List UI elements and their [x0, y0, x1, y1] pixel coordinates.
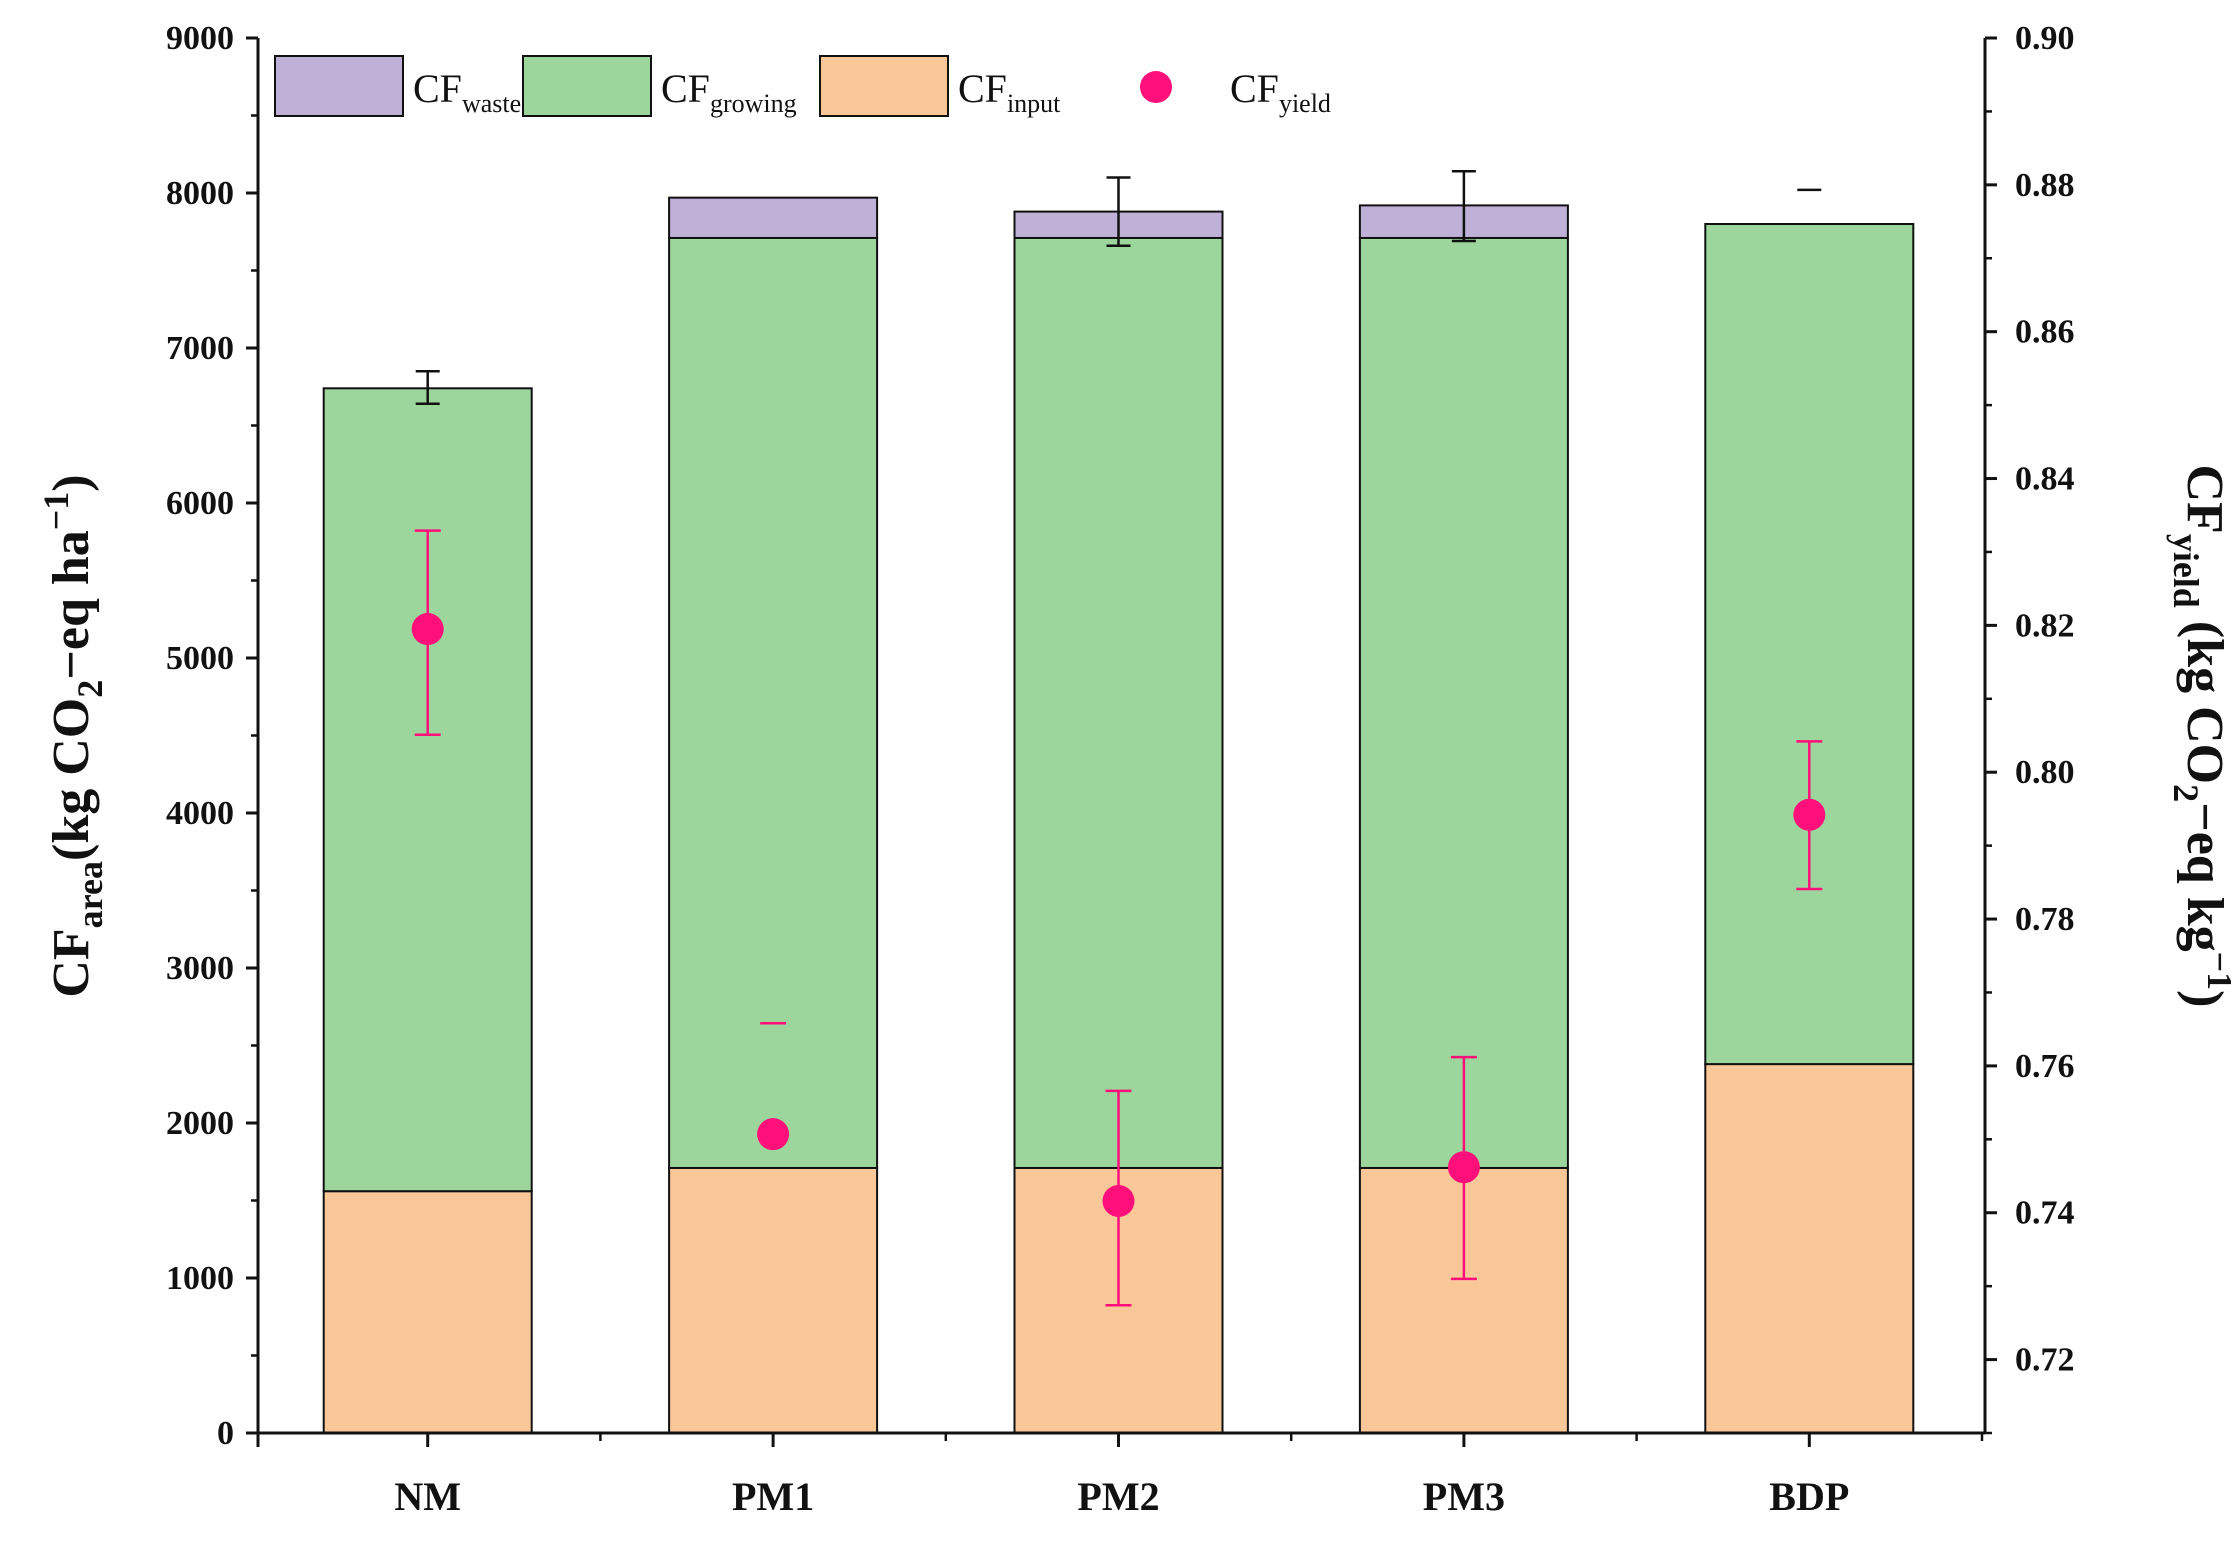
- left-tick-label: 4000: [166, 795, 234, 832]
- legend-label-cf-waste: CFwaste: [413, 66, 521, 118]
- category-label-nm: NM: [394, 1474, 461, 1519]
- right-axis-title-tail: −eq kg: [2176, 802, 2231, 952]
- right-axis-title-close: ): [2176, 990, 2231, 1007]
- plot-area: [322, 170, 1915, 1434]
- left-tick-label: 6000: [166, 485, 234, 522]
- right-tick-label: 0.84: [2015, 461, 2075, 498]
- right-axis-title-rest: (kg CO: [2176, 608, 2231, 784]
- bar-cf-input-nm: [322, 1190, 533, 1434]
- left-axis-title-sup: −1: [36, 492, 76, 531]
- yield-point-pm2: [1102, 1184, 1135, 1217]
- right-axis-title-main: CF: [2176, 465, 2231, 534]
- legend: CFwaste CFgrowing CFinput CFyield: [274, 55, 1331, 118]
- right-tick-label: 0.86: [2015, 314, 2075, 351]
- right-axis-title-sup: −1: [2200, 952, 2231, 991]
- right-tick-label: 0.74: [2015, 1195, 2075, 1232]
- bar-cf-growing-pm2: [1013, 236, 1224, 1169]
- right-tick-label: 0.72: [2015, 1342, 2075, 1379]
- legend-label-sub: yield: [1279, 89, 1331, 118]
- category-label-pm3: PM3: [1423, 1474, 1505, 1519]
- legend-label-cf-yield: CFyield: [1230, 66, 1331, 118]
- legend-swatch-cf-waste: [274, 55, 404, 117]
- yield-point-pm3: [1447, 1151, 1480, 1184]
- left-tick-label: 5000: [166, 640, 234, 677]
- right-axis-title-sub: yield: [2166, 534, 2206, 608]
- right-tick-label: 0.80: [2015, 754, 2075, 791]
- left-tick-label: 1000: [166, 1260, 234, 1297]
- category-label-pm2: PM2: [1077, 1474, 1159, 1519]
- legend-label-sub: growing: [710, 89, 797, 118]
- left-tick-label: 8000: [166, 175, 234, 212]
- right-tick-label: 0.90: [2015, 20, 2075, 57]
- axes: 0 1000 2000 3000 4000 5000 6000 7000 8000 9000 0.7…: [36, 20, 2231, 1519]
- left-axis-title-tail: −eq ha: [43, 530, 100, 680]
- left-axis-title-sub: area: [70, 861, 110, 928]
- right-tick-label: 0.76: [2015, 1048, 2075, 1085]
- bar-cf-growing-pm1: [668, 236, 879, 1169]
- left-tick-label: 7000: [166, 330, 234, 367]
- legend-label-main: CF: [958, 66, 1007, 111]
- yield-point-pm1: [757, 1118, 790, 1151]
- bar-cf-growing-bdp: [1704, 223, 1915, 1066]
- yield-point-bdp: [1793, 798, 1826, 831]
- legend-label-main: CF: [413, 66, 462, 111]
- legend-label-cf-growing: CFgrowing: [661, 66, 797, 118]
- bar-cf-input-bdp: [1704, 1063, 1915, 1434]
- right-tick-label: 0.88: [2015, 167, 2075, 204]
- area-error-bar-pm3: [1451, 170, 1476, 243]
- bar-cf-growing-nm: [322, 387, 533, 1193]
- legend-label-sub: input: [1007, 89, 1061, 118]
- right-tick-label: 0.82: [2015, 607, 2075, 644]
- category-label-pm1: PM1: [732, 1474, 814, 1519]
- left-tick-label: 9000: [166, 20, 234, 57]
- bar-cf-waste-pm1: [668, 196, 879, 239]
- yield-point-nm: [411, 613, 444, 646]
- left-tick-label: 3000: [166, 950, 234, 987]
- right-axis-title: CFyield (kg CO2−eq kg−1): [2166, 465, 2231, 1008]
- legend-swatch-cf-input: [819, 55, 949, 117]
- left-axis-title: CFarea(kg CO2−eq ha−1): [36, 474, 110, 997]
- left-axis-title-close: ): [43, 474, 100, 491]
- left-axis-title-rest: (kg CO: [43, 698, 100, 861]
- left-tick-label: 2000: [166, 1105, 234, 1142]
- right-tick-label: 0.78: [2015, 901, 2075, 938]
- legend-label-cf-input: CFinput: [958, 66, 1061, 118]
- legend-label-main: CF: [661, 66, 710, 111]
- left-axis-title-main: CF: [43, 928, 100, 997]
- left-axis-title-sub2: 2: [70, 680, 110, 698]
- bar-cf-growing-pm3: [1358, 236, 1569, 1169]
- legend-label-sub: waste: [462, 89, 521, 118]
- legend-label-main: CF: [1230, 66, 1279, 111]
- area-error-bar-nm: [415, 370, 440, 406]
- category-label-bdp: BDP: [1769, 1474, 1849, 1519]
- left-tick-label: 0: [217, 1415, 234, 1452]
- legend-swatch-cf-growing: [522, 55, 652, 117]
- right-axis-title-sub2: 2: [2166, 784, 2206, 802]
- legend-marker-cf-yield: [1140, 71, 1172, 103]
- area-error-bar-pm2: [1106, 176, 1131, 247]
- bar-cf-input-pm1: [668, 1166, 879, 1434]
